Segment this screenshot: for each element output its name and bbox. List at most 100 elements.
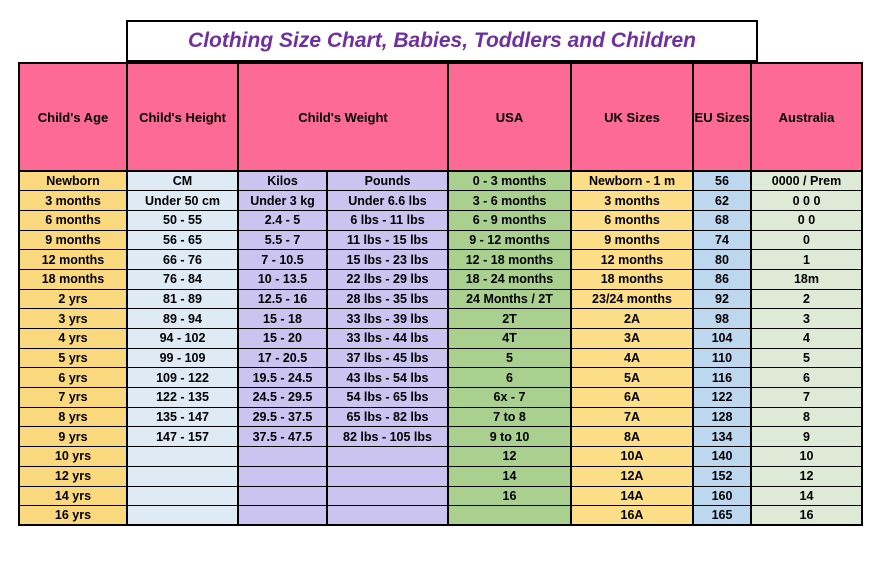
cell-age: 7 yrs (18, 387, 128, 408)
cell-eu: 104 (692, 328, 752, 349)
cell-age: 4 yrs (18, 328, 128, 349)
cell-eu: 116 (692, 367, 752, 389)
table-row: 16 yrs 16A 165 16 (18, 505, 863, 527)
cell-eu: 86 (692, 268, 752, 290)
cell-usa: 7 to 8 (447, 406, 572, 428)
cell-kilos: 17 - 20.5 (237, 347, 328, 369)
table-row: 3 yrs 89 - 94 15 - 18 33 lbs - 39 lbs 2T 2A 98… (18, 308, 863, 329)
table-row: Newborn CM Kilos Pounds 0 - 3 months Newborn … (18, 170, 863, 192)
cell-pounds: 6 lbs - 11 lbs (326, 209, 449, 231)
cell-age: 16 yrs (18, 505, 128, 527)
table-row: 12 yrs 14 12A 152 12 (18, 465, 863, 487)
table-row: 14 yrs 16 14A 160 14 (18, 485, 863, 507)
cell-age: 9 yrs (18, 426, 128, 448)
cell-kilos: 19.5 - 24.5 (237, 367, 328, 389)
cell-height: 135 - 147 (126, 406, 239, 428)
cell-uk: 3A (570, 328, 694, 349)
cell-eu: 92 (692, 288, 752, 310)
table-row: 4 yrs 94 - 102 15 - 20 33 lbs - 44 lbs 4T 3A 1… (18, 328, 863, 349)
cell-age: 9 months (18, 229, 128, 251)
chart-title-box: Clothing Size Chart, Babies, Toddlers an… (126, 20, 758, 62)
cell-height: Under 50 cm (126, 190, 239, 211)
cell-pounds (326, 505, 449, 527)
cell-usa: 16 (447, 485, 572, 507)
cell-pounds (326, 485, 449, 507)
cell-usa: 4T (447, 328, 572, 349)
cell-height: 89 - 94 (126, 308, 239, 329)
table-body: Newborn CM Kilos Pounds 0 - 3 months Newborn … (18, 170, 863, 527)
cell-eu: 160 (692, 485, 752, 507)
cell-australia: 5 (750, 347, 863, 369)
cell-pounds: 33 lbs - 39 lbs (326, 308, 449, 329)
cell-pounds: 11 lbs - 15 lbs (326, 229, 449, 251)
cell-uk: 10A (570, 446, 694, 467)
table-row: 6 yrs 109 - 122 19.5 - 24.5 43 lbs - 54 lbs… (18, 367, 863, 389)
cell-kilos: Kilos (237, 170, 328, 192)
cell-kilos: 29.5 - 37.5 (237, 406, 328, 428)
cell-uk: 18 months (570, 268, 694, 290)
cell-eu: 128 (692, 406, 752, 428)
cell-uk: 6 months (570, 209, 694, 231)
cell-age: 12 months (18, 249, 128, 270)
cell-eu: 62 (692, 190, 752, 211)
cell-height: 99 - 109 (126, 347, 239, 369)
cell-australia: 2 (750, 288, 863, 310)
cell-kilos (237, 465, 328, 487)
header-row: Child's Age Child's Height Child's Weigh… (18, 62, 863, 172)
cell-uk: 4A (570, 347, 694, 369)
cell-age: Newborn (18, 170, 128, 192)
cell-age: 3 yrs (18, 308, 128, 329)
header-cell-height: Child's Height (126, 62, 239, 172)
cell-uk: 9 months (570, 229, 694, 251)
cell-eu: 80 (692, 249, 752, 270)
size-chart-table: Child's Age Child's Height Child's Weigh… (18, 62, 863, 527)
cell-eu: 98 (692, 308, 752, 329)
cell-age: 10 yrs (18, 446, 128, 467)
cell-uk: 16A (570, 505, 694, 527)
cell-eu: 74 (692, 229, 752, 251)
cell-australia: 0000 / Prem (750, 170, 863, 192)
cell-pounds: 82 lbs - 105 lbs (326, 426, 449, 448)
cell-age: 12 yrs (18, 465, 128, 487)
chart-title: Clothing Size Chart, Babies, Toddlers an… (188, 29, 696, 52)
cell-height: 56 - 65 (126, 229, 239, 251)
cell-usa: 18 - 24 months (447, 268, 572, 290)
cell-usa: 14 (447, 465, 572, 487)
cell-eu: 152 (692, 465, 752, 487)
cell-uk: 23/24 months (570, 288, 694, 310)
cell-eu: 134 (692, 426, 752, 448)
table-row: 9 months 56 - 65 5.5 - 7 11 lbs - 15 lbs 9 -… (18, 229, 863, 251)
cell-height (126, 485, 239, 507)
cell-kilos: 15 - 20 (237, 328, 328, 349)
cell-kilos: 15 - 18 (237, 308, 328, 329)
cell-uk: 3 months (570, 190, 694, 211)
cell-australia: 6 (750, 367, 863, 389)
cell-australia: 0 (750, 229, 863, 251)
cell-pounds: Pounds (326, 170, 449, 192)
cell-eu: 56 (692, 170, 752, 192)
cell-eu: 68 (692, 209, 752, 231)
cell-usa: 9 to 10 (447, 426, 572, 448)
cell-australia: 0 0 (750, 209, 863, 231)
header-cell-age: Child's Age (18, 62, 128, 172)
cell-eu: 140 (692, 446, 752, 467)
cell-australia: 12 (750, 465, 863, 487)
cell-pounds: 65 lbs - 82 lbs (326, 406, 449, 428)
cell-kilos: 5.5 - 7 (237, 229, 328, 251)
cell-uk: 14A (570, 485, 694, 507)
cell-age: 6 yrs (18, 367, 128, 389)
cell-kilos (237, 505, 328, 527)
cell-usa: 5 (447, 347, 572, 369)
cell-age: 6 months (18, 209, 128, 231)
table-row: 5 yrs 99 - 109 17 - 20.5 37 lbs - 45 lbs 5 4A… (18, 347, 863, 369)
cell-kilos (237, 446, 328, 467)
cell-pounds: 22 lbs - 29 lbs (326, 268, 449, 290)
cell-kilos: 24.5 - 29.5 (237, 387, 328, 408)
cell-height: 147 - 157 (126, 426, 239, 448)
cell-kilos: 2.4 - 5 (237, 209, 328, 231)
cell-australia: 0 0 0 (750, 190, 863, 211)
cell-height: 94 - 102 (126, 328, 239, 349)
cell-height (126, 465, 239, 487)
cell-uk: 6A (570, 387, 694, 408)
